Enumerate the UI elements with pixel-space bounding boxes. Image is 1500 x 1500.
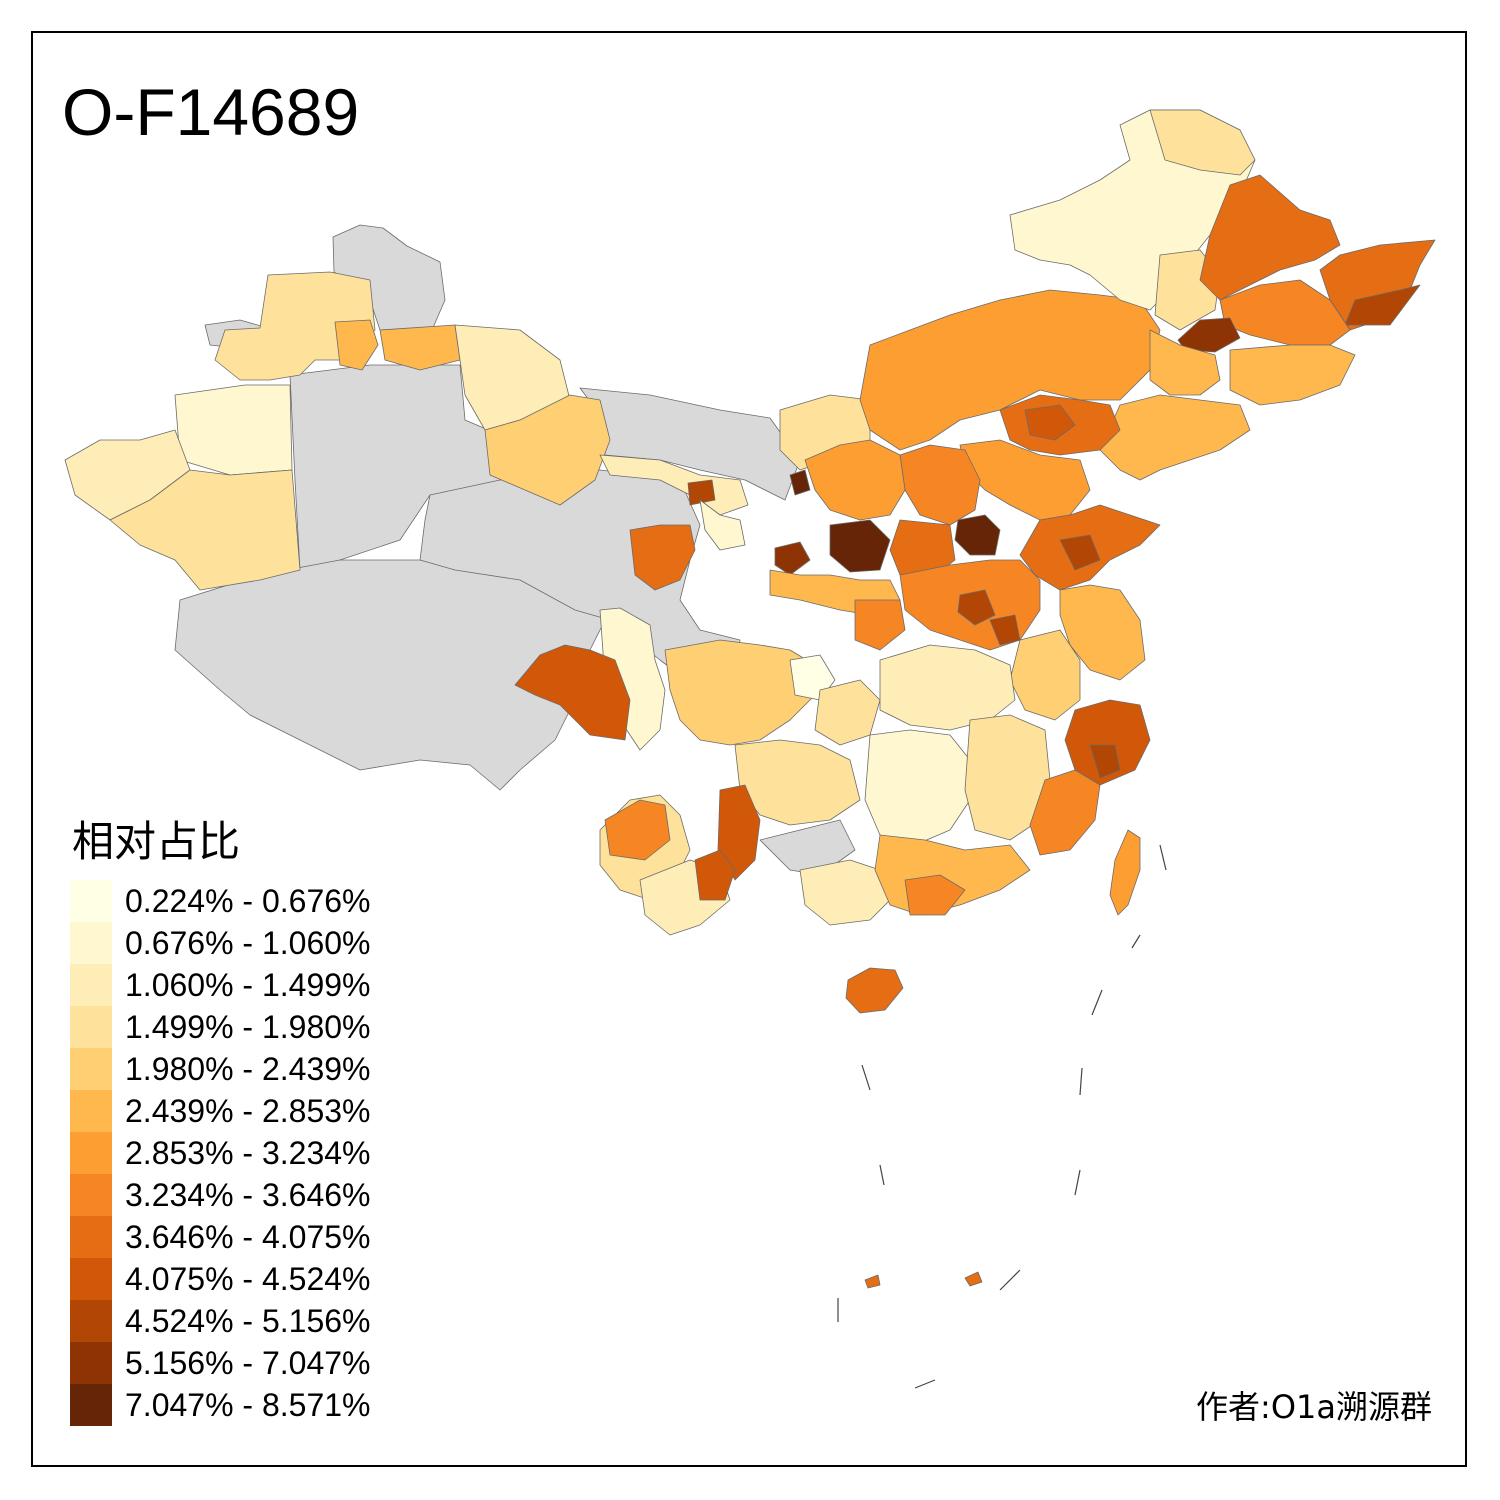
author-credit: 作者:O1a溯源群: [1196, 1388, 1432, 1426]
legend-item: 1.499% - 1.980%: [70, 1006, 371, 1048]
region-shaanxi-north: [804, 439, 906, 521]
legend-item: 5.156% - 7.047%: [70, 1342, 371, 1384]
legend-label: 1.499% - 1.980%: [125, 1009, 371, 1045]
legend-swatch: [70, 1384, 112, 1426]
region-taiwan: [1109, 829, 1141, 916]
legend-swatch: [70, 880, 112, 922]
legend-item: 0.224% - 0.676%: [70, 880, 371, 922]
region-jilin-east: [1229, 344, 1356, 406]
legend-swatch: [70, 964, 112, 1006]
region-xinjiang-c: [379, 324, 461, 371]
legend-swatch: [70, 1090, 112, 1132]
region-sichuan-east: [664, 639, 821, 746]
legend-label: 3.234% - 3.646%: [125, 1177, 371, 1213]
legend-label: 3.646% - 4.075%: [125, 1219, 371, 1255]
region-zhejiang-dark: [1089, 744, 1121, 779]
region-gansu-south-dark: [629, 524, 696, 591]
legend-swatch: [70, 1258, 112, 1300]
boundary-dash-2: [1131, 934, 1141, 949]
legend-items: 0.224% - 0.676% 0.676% - 1.060% 1.060% - 1…: [70, 880, 371, 1426]
map-title: O-F14689: [62, 75, 360, 149]
legend-item: 3.646% - 4.075%: [70, 1216, 371, 1258]
region-henan-west: [854, 599, 906, 651]
legend-swatch: [70, 922, 112, 964]
legend-item: 4.524% - 5.156%: [70, 1300, 371, 1342]
legend-label: 0.676% - 1.060%: [125, 925, 371, 961]
legend-item: 7.047% - 8.571%: [70, 1384, 371, 1426]
region-jilin-west: [1149, 329, 1221, 396]
legend-swatch: [70, 1048, 112, 1090]
region-xinjiang-sw2: [109, 469, 301, 591]
legend-swatch: [70, 1216, 112, 1258]
region-hunan: [864, 729, 971, 846]
region-guizhou-dark: [717, 784, 761, 881]
legend-item: 4.075% - 4.524%: [70, 1258, 371, 1300]
region-heilongjiang-north: [1199, 174, 1341, 301]
legend-item: 1.060% - 1.499%: [70, 964, 371, 1006]
region-shanxi-north: [899, 444, 981, 526]
region-gansu-dark: [687, 479, 716, 506]
region-shaanxi-dark2: [774, 541, 811, 576]
legend-swatch: [70, 1174, 112, 1216]
legend-swatch: [70, 1342, 112, 1384]
boundary-dash-3: [1091, 989, 1103, 1016]
legend-label: 1.060% - 1.499%: [125, 967, 371, 1003]
legend-label: 0.224% - 0.676%: [125, 883, 371, 919]
region-island-a: [964, 1271, 983, 1287]
region-heilongjiang-mid: [1219, 279, 1351, 346]
legend-label: 4.524% - 5.156%: [125, 1303, 371, 1339]
legend-item: 3.234% - 3.646%: [70, 1174, 371, 1216]
legend-label: 5.156% - 7.047%: [125, 1345, 371, 1381]
region-xinjiang-north: [214, 271, 376, 381]
region-inner-mongolia-mid: [859, 289, 1161, 451]
region-inner-mongolia-hulun2: [1149, 109, 1256, 176]
region-heilongjiang-dark: [1344, 284, 1421, 326]
legend-label: 4.075% - 4.524%: [125, 1261, 371, 1297]
region-ningxia-dark: [789, 469, 811, 496]
legend-label: 2.439% - 2.853%: [125, 1093, 371, 1129]
legend-swatch: [70, 1006, 112, 1048]
region-liaoning: [1099, 394, 1251, 481]
region-yunnan-nodata: [759, 819, 856, 876]
legend-label: 2.853% - 3.234%: [125, 1135, 371, 1171]
region-jiangsu: [1059, 584, 1146, 681]
legend-label: 1.980% - 2.439%: [125, 1051, 371, 1087]
legend-title: 相对占比: [72, 817, 241, 866]
region-guangxi-dark: [694, 849, 736, 901]
region-zhejiang: [1064, 699, 1151, 786]
region-shaanxi-dark: [829, 519, 891, 573]
legend-item: 2.853% - 3.234%: [70, 1132, 371, 1174]
boundary-dash-9: [861, 1064, 871, 1091]
boundary-dash-7: [914, 1379, 936, 1389]
boundary-dash-4: [1079, 1067, 1083, 1096]
region-hebei-beijing: [1024, 404, 1076, 441]
legend-item: 0.676% - 1.060%: [70, 922, 371, 964]
boundary-dash-10: [879, 1164, 885, 1186]
region-shandong-dark: [1059, 534, 1101, 571]
region-hainan: [845, 967, 904, 1014]
region-yunnan-orange: [604, 799, 671, 861]
region-henan-dark: [957, 589, 996, 626]
boundary-dash-5: [1074, 1169, 1081, 1196]
region-island-b: [864, 1274, 881, 1289]
region-guangdong-orange: [904, 874, 966, 916]
region-shanxi-dark: [954, 514, 1001, 556]
boundary-dash-1: [1159, 844, 1167, 871]
legend: 相对占比 0.224% - 0.676% 0.676% - 1.060% 1.060…: [70, 812, 371, 1426]
legend-swatch: [70, 1132, 112, 1174]
region-guangxi: [799, 859, 891, 926]
legend-item: 2.439% - 2.853%: [70, 1090, 371, 1132]
region-hubei: [879, 644, 1016, 731]
boundary-dash-6: [999, 1269, 1021, 1291]
region-fujian: [1029, 769, 1101, 856]
legend-label: 7.047% - 8.571%: [125, 1387, 371, 1423]
region-sichuan-ganzi-dark: [514, 644, 631, 741]
region-xinjiang-b: [334, 319, 379, 371]
region-xinjiang-tarim: [174, 384, 293, 476]
legend-item: 1.980% - 2.439%: [70, 1048, 371, 1090]
legend-swatch: [70, 1300, 112, 1342]
region-ningxia: [699, 499, 746, 551]
